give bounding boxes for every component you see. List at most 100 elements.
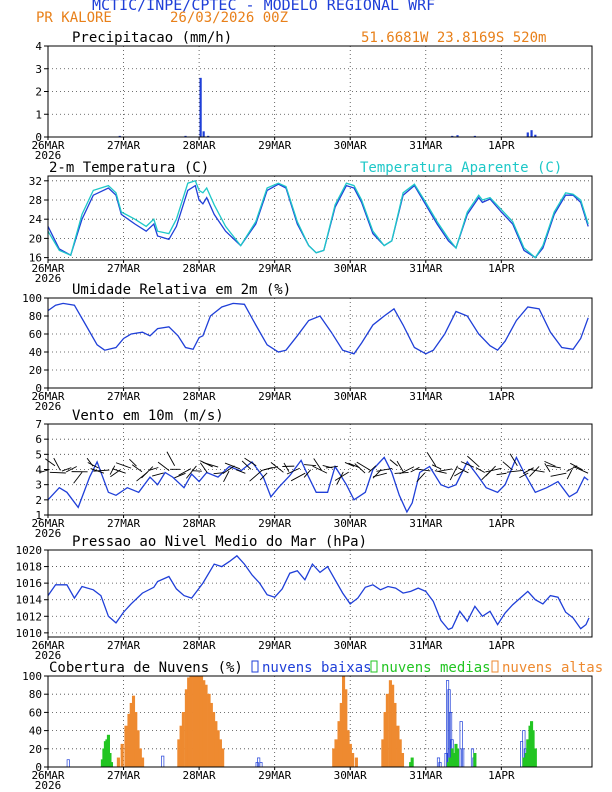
wind-arrow	[460, 461, 475, 468]
wind-arrow	[502, 461, 513, 470]
y-tick-label: 0	[35, 131, 42, 144]
bar-nuvens-medias	[410, 757, 414, 768]
wind-arrow	[304, 464, 317, 467]
wind-arrow	[506, 469, 523, 473]
wind-arrow	[438, 468, 453, 472]
x-year-label: 2026	[35, 527, 62, 540]
wind-arrow	[467, 455, 480, 468]
x-tick-label: 31MAR	[409, 769, 442, 782]
wind-arrow	[344, 462, 355, 467]
bar-nuvens-altas	[351, 752, 355, 768]
wind-arrow	[449, 465, 458, 481]
y-tick-label: 16	[29, 252, 42, 265]
y-tick-label: 4	[35, 464, 42, 477]
wind-arrow	[61, 467, 72, 472]
run-datetime: 26/03/2026 00Z	[170, 10, 289, 26]
wind-arrow	[528, 468, 545, 473]
wind-arrow	[148, 467, 159, 471]
x-tick-label: 29MAR	[258, 262, 291, 275]
bar-nuvens-altas	[354, 757, 358, 768]
x-tick-label: 29MAR	[258, 139, 291, 152]
series-line-Vento	[47, 455, 589, 514]
wind-arrow	[259, 472, 268, 481]
bar-Precipitacao	[456, 135, 459, 137]
legend-swatch	[370, 660, 378, 673]
y-tick-label: 32	[29, 175, 42, 188]
wind-arrow	[396, 460, 404, 472]
panel-frame	[47, 675, 593, 768]
wind-arrow	[222, 465, 235, 474]
series-line-Temperatura	[47, 183, 589, 259]
panel-frame	[47, 297, 593, 389]
x-year-label: 2026	[35, 649, 62, 662]
wind-arrow	[223, 470, 230, 483]
bar-nuvens-medias	[533, 748, 537, 768]
wind-arrow	[434, 470, 447, 474]
x-tick-label: 26MAR	[31, 390, 64, 403]
y-tick-label: 3	[35, 63, 42, 76]
wind-arrow	[431, 464, 442, 470]
bar-nuvens-altas	[334, 739, 338, 768]
y-tick-label: 2	[35, 86, 42, 99]
x-tick-label: 27MAR	[107, 390, 140, 403]
bar-nuvens-altas	[120, 743, 124, 768]
wind-arrow	[550, 472, 567, 477]
x-tick-label: 28MAR	[183, 517, 216, 530]
bar-nuvens-altas	[181, 712, 185, 768]
x-tick-label: 28MAR	[183, 639, 216, 652]
y-tick-label: 80	[29, 688, 42, 701]
x-tick-label: 26MAR	[31, 139, 64, 152]
x-tick-label: 27MAR	[107, 517, 140, 530]
x-tick-label: 26MAR	[31, 517, 64, 530]
y-tick-label: 4	[35, 40, 42, 53]
bar-Precipitacao	[184, 135, 187, 137]
series-line-Pressao	[47, 554, 590, 631]
wind-arrow	[249, 470, 262, 482]
panel-frame	[47, 423, 593, 516]
bar-Precipitacao	[530, 130, 533, 137]
bar-nuvens-altas	[385, 693, 389, 768]
x-tick-label: 28MAR	[183, 262, 216, 275]
x-tick-label: 30MAR	[334, 639, 367, 652]
x-tick-label: 1APR	[488, 639, 515, 652]
wind-arrow	[496, 472, 507, 476]
y-tick-label: 20	[29, 232, 42, 245]
wind-arrow	[336, 471, 344, 485]
y-tick-label: 80	[29, 310, 42, 323]
panel-title: Precipitacao (mm/h)	[72, 30, 232, 46]
y-tick-label: 1018	[16, 561, 43, 574]
wind-arrow	[241, 460, 252, 470]
wind-arrow	[200, 462, 208, 473]
wind-arrow	[566, 465, 578, 472]
y-tick-label: 20	[29, 743, 42, 756]
x-tick-label: 30MAR	[334, 390, 367, 403]
x-year-label: 2026	[35, 779, 62, 792]
x-tick-label: 1APR	[488, 517, 515, 530]
bar-nuvens-altas	[116, 757, 120, 768]
y-tick-label: 28	[29, 194, 42, 207]
y-tick-label: 40	[29, 346, 42, 359]
panel-frame	[47, 549, 593, 638]
wind-arrow	[348, 462, 360, 469]
wind-arrow	[376, 467, 393, 472]
wind-arrow	[178, 468, 192, 476]
y-tick-label: 5	[35, 448, 42, 461]
y-tick-label: 60	[29, 328, 42, 341]
bar-Precipitacao	[526, 132, 529, 137]
bar-nuvens-baixas	[66, 759, 70, 768]
x-tick-label: 27MAR	[107, 639, 140, 652]
wind-arrow	[44, 458, 56, 467]
wind-arrow	[566, 469, 573, 480]
bar-nuvens-altas	[189, 675, 193, 768]
y-tick-label: 0	[35, 382, 42, 395]
x-tick-label: 30MAR	[334, 769, 367, 782]
wind-arrow	[529, 466, 540, 477]
chart-main-title: MCTIC/INPE/CPTEC - MODELO REGIONAL WRF	[92, 0, 436, 14]
wind-arrow	[354, 463, 366, 474]
wind-arrow	[475, 467, 485, 473]
y-tick-label: 1020	[16, 544, 43, 557]
y-tick-label: 60	[29, 706, 42, 719]
bar-nuvens-medias	[455, 748, 460, 768]
